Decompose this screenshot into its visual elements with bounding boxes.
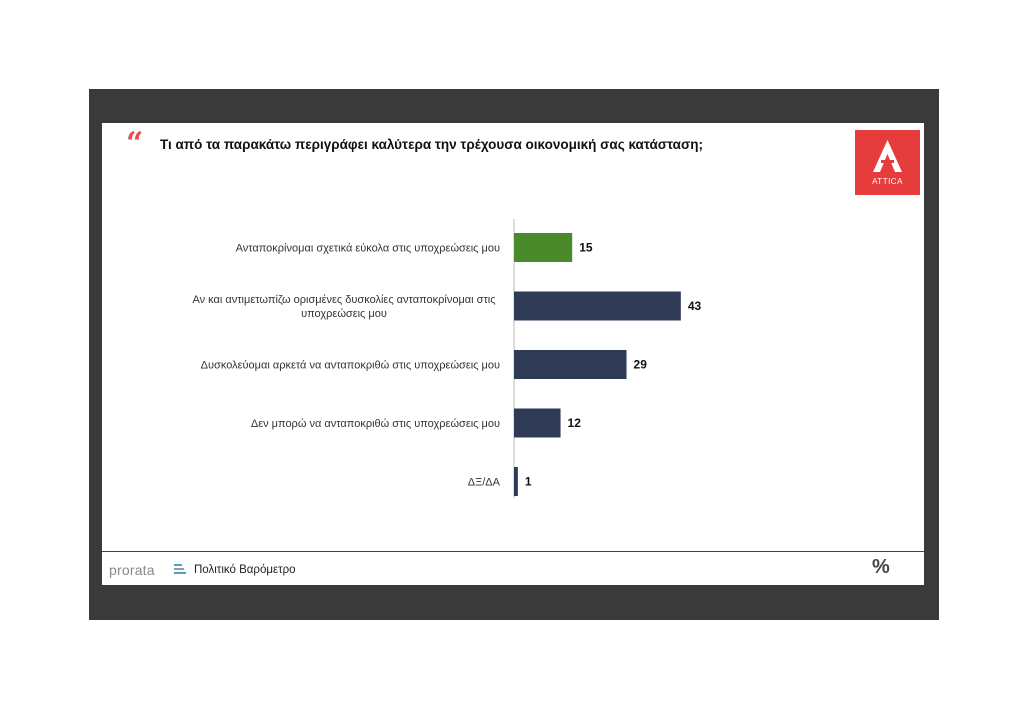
question-title: Τι από τα παρακάτω περιγράφει καλύτερα τ… <box>160 137 703 152</box>
attica-logo: ATTICA <box>855 130 920 195</box>
bar-4 <box>514 408 561 438</box>
bar-value-label: 15 <box>579 241 593 255</box>
bar-value-label: 1 <box>525 475 532 489</box>
bar-3 <box>514 350 627 379</box>
category-label: υποχρεώσεις μου <box>301 308 387 320</box>
category-label: Δυσκολεύομαι αρκετά να ανταποκριθώ στις … <box>201 360 500 372</box>
bar-5 <box>514 467 518 496</box>
brand-bars-icon <box>174 564 188 576</box>
slide-frame: “ Τι από τα παρακάτω περιγράφει καλύτερα… <box>89 89 939 620</box>
logo-text: ATTICA <box>872 177 903 186</box>
footer-subtitle: Πολιτικό Βαρόμετρο <box>194 564 296 576</box>
bar-value-label: 12 <box>568 416 582 430</box>
bar-value-label: 43 <box>688 299 702 313</box>
bar-value-label: 29 <box>634 358 648 372</box>
attica-a-icon <box>873 140 902 172</box>
slide: “ Τι από τα παρακάτω περιγράφει καλύτερα… <box>102 123 924 585</box>
category-label: Δεν μπορώ να ανταποκριθώ στις υποχρεώσει… <box>251 418 500 430</box>
footer-divider <box>102 551 924 552</box>
quote-mark: “ <box>126 126 144 161</box>
percent-symbol: % <box>872 556 890 578</box>
bar-chart: 15 Ανταποκρίνομαι σχετικά εύκολα στις υπο… <box>192 219 702 498</box>
bar-2 <box>514 291 681 321</box>
category-label: Ανταποκρίνομαι σχετικά εύκολα στις υποχρ… <box>236 243 500 255</box>
bar-1 <box>514 233 573 262</box>
brand-name: prorata <box>109 562 155 578</box>
category-label: Αν και αντιμετωπίζω ορισμένες δυσκολίες … <box>192 294 495 306</box>
category-label: ΔΞ/ΔΑ <box>468 477 501 489</box>
